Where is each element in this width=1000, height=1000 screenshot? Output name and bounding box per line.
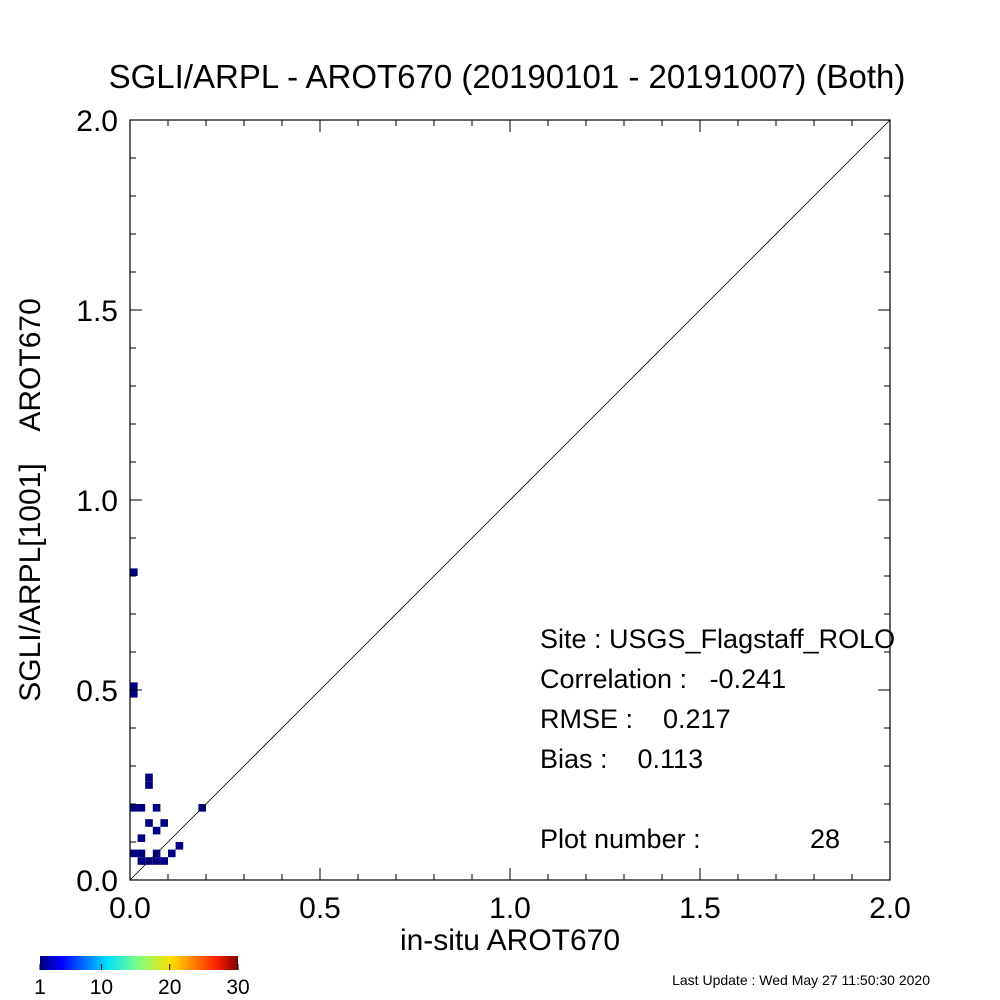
density-cell bbox=[152, 826, 161, 835]
x-tick-label: 2.0 bbox=[869, 892, 911, 925]
density-cell bbox=[145, 773, 153, 782]
stat-rmse: RMSE : 0.217 bbox=[540, 704, 731, 734]
colorbar: 1 10 20 30 bbox=[34, 956, 250, 999]
density-cell bbox=[137, 804, 146, 812]
density-cell bbox=[160, 857, 168, 865]
density-cell bbox=[130, 849, 138, 858]
y-tick-label: 1.5 bbox=[76, 295, 118, 328]
x-tick-labels: 0.0 0.5 1.0 1.5 2.0 bbox=[109, 892, 911, 925]
stats-box: Site : USGS_Flagstaff_ROLO Correlation :… bbox=[540, 624, 895, 854]
density-cell bbox=[137, 849, 146, 858]
x-axis-label: in-situ AROT670 bbox=[400, 924, 620, 957]
density-cell bbox=[145, 819, 153, 827]
colorbar-label: 1 bbox=[34, 976, 46, 999]
density-cell bbox=[145, 781, 153, 789]
density-cell bbox=[175, 842, 184, 850]
stat-correlation: Correlation : -0.241 bbox=[540, 664, 786, 694]
last-update-text: Last Update : Wed May 27 11:50:30 2020 bbox=[672, 972, 930, 988]
density-cell bbox=[130, 568, 138, 576]
density-cell bbox=[130, 682, 138, 690]
y-tick-label: 1.0 bbox=[76, 485, 118, 518]
density-cell bbox=[152, 857, 161, 865]
axis-ticks bbox=[129, 119, 891, 881]
stat-plot-number-value: 28 bbox=[810, 824, 840, 854]
density-cell bbox=[168, 849, 176, 858]
x-tick-label: 0.5 bbox=[299, 892, 341, 925]
stat-plot-number-label: Plot number : bbox=[540, 824, 701, 854]
colorbar-label: 20 bbox=[158, 976, 181, 999]
density-cell bbox=[137, 857, 146, 865]
density-cell bbox=[130, 690, 138, 698]
y-tick-labels: 0.0 0.5 1.0 1.5 2.0 bbox=[76, 105, 118, 898]
density-cell bbox=[137, 834, 146, 842]
chart-title: SGLI/ARPL - AROT670 (20190101 - 20191007… bbox=[109, 58, 906, 95]
y-tick-label: 0.0 bbox=[76, 865, 118, 898]
x-tick-label: 1.5 bbox=[679, 892, 721, 925]
density-cells bbox=[130, 568, 206, 865]
x-tick-label: 1.0 bbox=[489, 892, 531, 925]
stat-bias: Bias : 0.113 bbox=[540, 744, 703, 774]
y-tick-label: 2.0 bbox=[76, 105, 118, 138]
colorbar-ticks bbox=[39, 964, 239, 970]
colorbar-label: 10 bbox=[90, 976, 113, 999]
density-cell bbox=[152, 804, 161, 812]
density-cell bbox=[130, 804, 138, 812]
colorbar-gradient bbox=[40, 956, 238, 970]
density-cell bbox=[160, 819, 168, 827]
colorbar-label: 30 bbox=[226, 976, 249, 999]
y-axis-label: SGLI/ARPL[1001] AROT670 bbox=[14, 298, 47, 702]
y-tick-label: 0.5 bbox=[76, 675, 118, 708]
x-tick-label: 0.0 bbox=[109, 892, 151, 925]
one-to-one-line bbox=[129, 119, 891, 881]
stat-site: Site : USGS_Flagstaff_ROLO bbox=[540, 624, 895, 654]
